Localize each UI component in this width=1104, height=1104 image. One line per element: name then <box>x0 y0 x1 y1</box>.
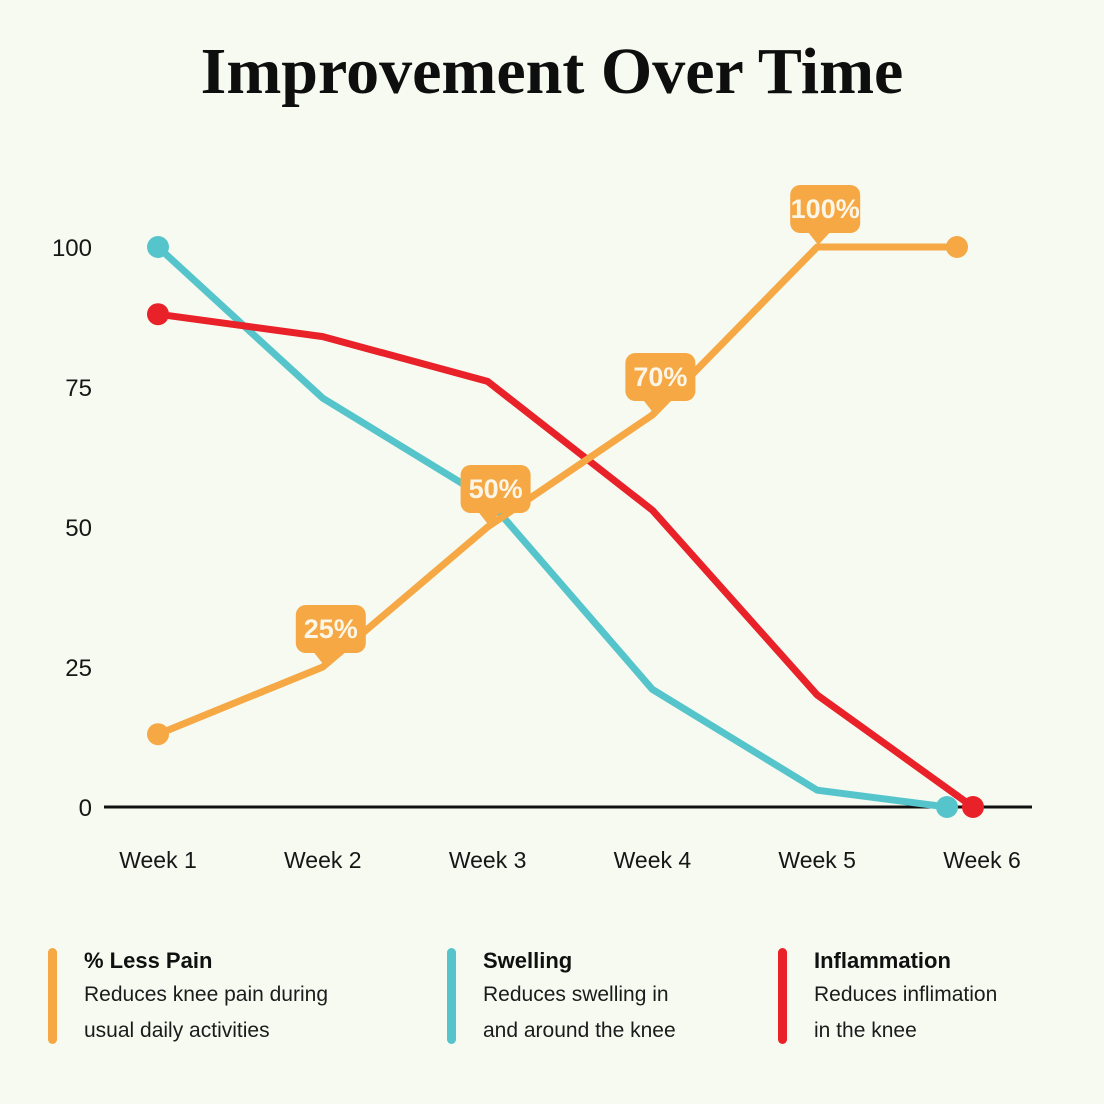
series-line---less-pain <box>154 243 961 738</box>
y-axis-tick-label: 75 <box>65 375 92 402</box>
data-point-marker <box>936 796 958 818</box>
legend-desc-line: usual daily activities <box>84 1019 270 1042</box>
chart-legend: % Less Pain Reduces knee pain during usu… <box>0 948 1104 1068</box>
legend-desc-line: in the knee <box>814 1019 917 1042</box>
data-label-badge <box>295 605 366 653</box>
x-axis-tick-label: Week 1 <box>119 847 197 873</box>
series-line-inflammation <box>154 310 977 811</box>
legend-desc-line: Reduces swelling in <box>483 983 669 1006</box>
x-axis-tick-label: Week 4 <box>614 847 692 873</box>
legend-title-pain: % Less Pain <box>84 948 213 973</box>
legend-description-inflammation: Reduces inflimation in the knee <box>814 977 997 1049</box>
data-label-text: 50% <box>469 474 523 504</box>
legend-desc-line: Reduces knee pain during <box>84 983 329 1006</box>
chart-title: Improvement Over Time <box>200 35 904 108</box>
data-point-marker <box>147 303 169 326</box>
legend-color-bar-inflammation <box>778 948 787 1044</box>
data-label-text: 70% <box>633 362 687 392</box>
data-label-badge-tail <box>807 231 832 245</box>
legend-description-swelling: Reduces swelling in and around the knee <box>483 977 676 1049</box>
legend-color-bar-swelling <box>447 948 456 1044</box>
legend-item-swelling: Swelling Reduces swelling in and around … <box>447 948 676 1049</box>
data-label-text: 100% <box>791 194 860 224</box>
legend-title-inflammation: Inflammation <box>814 948 951 973</box>
series-line-swelling <box>154 243 951 811</box>
data-label-badge <box>790 185 861 233</box>
x-axis-tick-label: Week 2 <box>284 847 362 873</box>
data-point-marker <box>147 236 169 258</box>
x-axis-tick-label: Week 5 <box>778 847 856 873</box>
x-axis-tick-label: Week 6 <box>943 847 1021 873</box>
data-label-text: 25% <box>304 614 358 644</box>
data-label-badge-tail <box>642 399 667 413</box>
x-axis-tick-label: Week 3 <box>449 847 527 873</box>
legend-desc-line: Reduces inflimation <box>814 983 998 1006</box>
data-label-badge <box>460 465 531 513</box>
data-point-marker <box>147 723 169 746</box>
legend-item-inflammation: Inflammation Reduces inflimation in the … <box>778 948 997 1049</box>
y-axis-tick-label: 50 <box>65 515 92 542</box>
data-label-badge <box>625 353 696 401</box>
y-axis-tick-label: 100 <box>52 235 92 262</box>
legend-color-bar-pain <box>48 948 57 1044</box>
data-label-badge-tail <box>312 651 337 665</box>
improvement-line-chart: 0 25 50 75 100 Week 1 Week 2 Week 3 Week 4 Week 5… <box>52 185 1032 873</box>
data-point-marker <box>946 236 968 258</box>
legend-item-less-pain: % Less Pain Reduces knee pain during usu… <box>48 948 328 1049</box>
legend-title-swelling: Swelling <box>483 948 573 973</box>
legend-desc-line: and around the knee <box>483 1019 676 1042</box>
data-point-marker <box>962 796 984 818</box>
data-label-badge-tail <box>477 511 502 525</box>
y-axis-tick-label: 25 <box>65 655 92 682</box>
y-axis-tick-label: 0 <box>79 795 92 822</box>
legend-description-pain: Reduces knee pain during usual daily act… <box>84 977 328 1049</box>
